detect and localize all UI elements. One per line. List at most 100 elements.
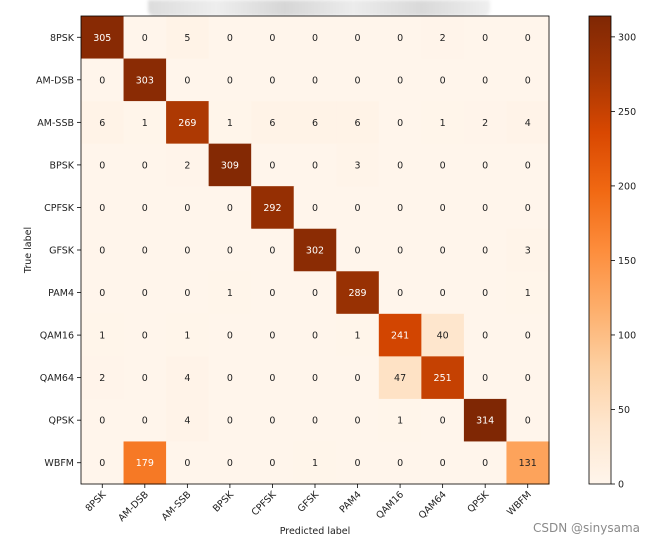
y-axis-label: True label	[23, 227, 34, 274]
cell-value-label: 0	[184, 75, 190, 86]
x-axis-label: Predicted label	[280, 526, 351, 537]
cell-value-label: 269	[178, 118, 196, 129]
heatmap-cell	[123, 271, 167, 315]
cell-value-label: 6	[312, 118, 318, 129]
heatmap-cell	[378, 398, 422, 443]
cell-value-label: 0	[269, 160, 275, 171]
heatmap-cell	[123, 186, 167, 230]
heatmap-cell	[293, 356, 337, 400]
cell-value-label: 305	[93, 33, 111, 44]
cell-value-label: 0	[269, 75, 275, 86]
heatmap-cell	[81, 58, 125, 102]
heatmap-cell	[208, 271, 252, 315]
cell-value-label: 0	[269, 245, 275, 256]
heatmap-cell	[378, 228, 422, 272]
heatmap-cell	[421, 441, 465, 485]
cell-value-label: 314	[476, 416, 494, 427]
heatmap-cell	[378, 58, 422, 102]
cell-value-label: 0	[142, 203, 148, 214]
cell-value-label: 0	[397, 245, 403, 256]
heatmap-cell	[166, 228, 210, 272]
cell-value-label: 0	[312, 75, 318, 86]
heatmap-cell	[166, 398, 210, 443]
cell-value-label: 0	[99, 245, 105, 256]
cell-value-label: 40	[437, 331, 449, 342]
heatmap-cell	[293, 313, 337, 357]
cell-value-label: 0	[142, 416, 148, 427]
cell-value-label: 0	[482, 203, 488, 214]
heatmap-cell	[208, 313, 252, 357]
cell-value-label: 1	[99, 331, 105, 342]
cell-value-label: 0	[227, 416, 233, 427]
heatmap-cell	[506, 101, 550, 145]
heatmap-cell	[506, 441, 550, 485]
cell-value-label: 0	[440, 458, 446, 469]
y-tick-label: PAM4	[48, 288, 74, 299]
cell-value-label: 0	[312, 33, 318, 44]
cell-value-label: 0	[312, 160, 318, 171]
heatmap-cell	[336, 271, 380, 315]
heatmap-cell	[463, 58, 508, 102]
heatmap-cell	[208, 101, 252, 145]
cell-value-label: 47	[394, 373, 406, 384]
heatmap-cell	[81, 356, 125, 400]
colorbar-tick-label: 250	[618, 107, 636, 118]
cell-value-label: 1	[227, 118, 233, 129]
cell-value-label: 0	[397, 203, 403, 214]
cell-value-label: 0	[397, 458, 403, 469]
cell-value-label: 0	[184, 203, 190, 214]
heatmap-cell	[166, 313, 210, 357]
x-tick-label: QAM16	[374, 489, 406, 521]
heatmap-cell	[166, 101, 210, 145]
heatmap-cell	[421, 143, 465, 187]
cell-value-label: 4	[525, 118, 531, 129]
heatmap-cell	[378, 16, 422, 60]
cell-value-label: 0	[269, 373, 275, 384]
cell-value-label: 0	[142, 331, 148, 342]
cell-value-label: 303	[136, 75, 154, 86]
y-axis-ticks: 8PSK AM-DSB AM-SSB BPSK CPFSK GFSK PAM4 QAM16 QA…	[36, 33, 81, 469]
heatmap-cell	[251, 441, 295, 485]
cell-value-label: 1	[355, 331, 361, 342]
cell-value-label: 3	[355, 160, 361, 171]
cell-value-label: 6	[355, 118, 361, 129]
colorbar-tick-label: 0	[618, 480, 624, 491]
cell-value-label: 0	[99, 416, 105, 427]
heatmap-cell	[421, 58, 465, 102]
heatmap-cell	[336, 356, 380, 400]
heatmap-cell	[293, 143, 337, 187]
y-tick-label: AM-DSB	[36, 75, 74, 86]
heatmap-cell	[293, 101, 337, 145]
cell-value-label: 4	[184, 373, 190, 384]
cell-value-label: 1	[440, 118, 446, 129]
cell-value-label: 1	[142, 118, 148, 129]
cell-value-label: 251	[434, 373, 452, 384]
cell-value-label: 0	[142, 33, 148, 44]
heatmap-cell	[336, 143, 380, 187]
heatmap-cell	[421, 271, 465, 315]
colorbar-ticks: 0 50 100 150 200 250 300	[611, 32, 636, 491]
heatmap-cell	[81, 143, 125, 187]
heatmap-cell	[166, 356, 210, 400]
cell-value-label: 0	[440, 75, 446, 86]
cell-value-label: 0	[525, 203, 531, 214]
heatmap-cell	[506, 58, 550, 102]
cell-value-label: 0	[312, 288, 318, 299]
cell-value-label: 0	[227, 245, 233, 256]
cell-value-label: 0	[269, 416, 275, 427]
x-tick-label: WBFM	[505, 489, 534, 518]
heatmap-cell	[81, 441, 125, 485]
cell-value-label: 0	[99, 203, 105, 214]
cell-value-label: 0	[99, 458, 105, 469]
cell-value-label: 0	[482, 75, 488, 86]
heatmap-cell	[378, 356, 422, 400]
cell-value-label: 0	[99, 75, 105, 86]
heatmap-cell	[81, 101, 125, 145]
heatmap-cell	[378, 101, 422, 145]
cell-value-label: 0	[355, 416, 361, 427]
cell-value-label: 0	[269, 288, 275, 299]
heatmap-cell	[81, 313, 125, 357]
heatmap-cell	[166, 186, 210, 230]
heatmap-cell	[506, 16, 550, 60]
